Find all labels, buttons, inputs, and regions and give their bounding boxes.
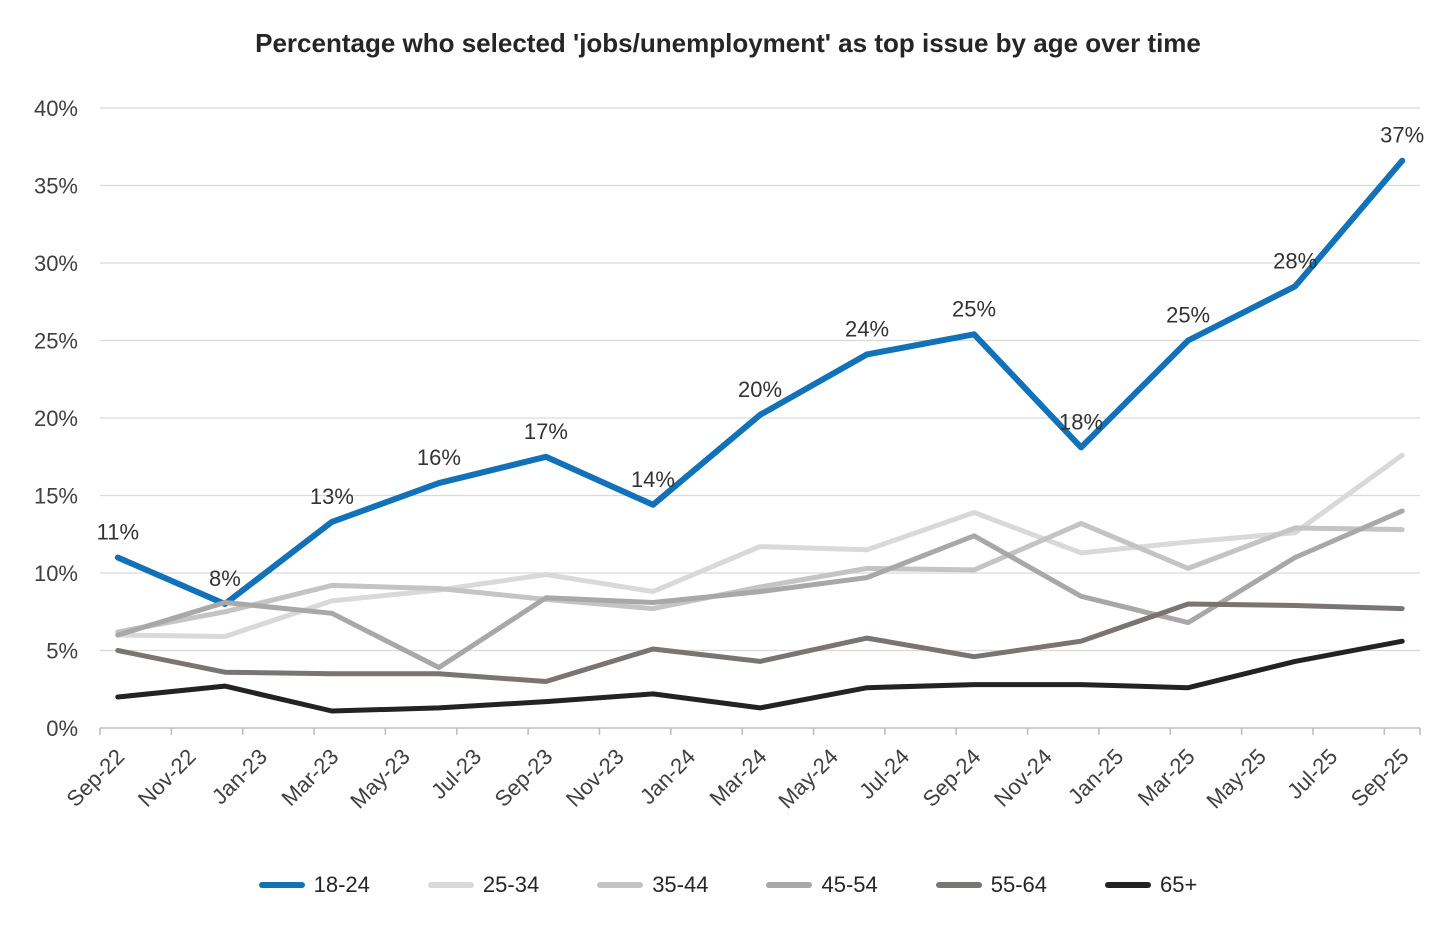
x-axis-tick-label: Nov-22 bbox=[133, 744, 201, 812]
x-axis-tick-label: May-23 bbox=[345, 744, 415, 814]
legend-item-18-24: 18-24 bbox=[258, 872, 370, 898]
data-label: 11% bbox=[97, 520, 139, 545]
legend-swatch-18-24 bbox=[258, 882, 305, 888]
x-axis-tick-label: Mar-23 bbox=[276, 744, 343, 811]
x-axis bbox=[99, 727, 1421, 735]
x-axis-tick-label: Sep-24 bbox=[918, 744, 986, 812]
legend-swatch-55-64 bbox=[935, 882, 982, 888]
x-axis-tick-label: May-24 bbox=[773, 744, 843, 814]
chart-legend: 18-24 25-34 35-44 45-54 55-64 65+ bbox=[0, 872, 1456, 898]
legend-item-45-54: 45-54 bbox=[766, 872, 878, 898]
x-axis-tick-label: May-25 bbox=[1201, 744, 1271, 814]
x-axis-tick-label: Nov-24 bbox=[989, 744, 1057, 812]
legend-label: 45-54 bbox=[821, 872, 878, 897]
data-label: 20% bbox=[738, 377, 782, 402]
y-axis-tick-label: 0% bbox=[46, 716, 78, 741]
data-label: 24% bbox=[845, 316, 889, 341]
series-line-35-44 bbox=[115, 520, 1405, 635]
data-label: 16% bbox=[417, 445, 461, 470]
legend-swatch-35-44 bbox=[597, 882, 644, 888]
y-axis-tick-label: 25% bbox=[34, 329, 78, 354]
x-axis-tick-label: Sep-25 bbox=[1346, 744, 1414, 812]
legend-item-25-34: 25-34 bbox=[427, 872, 540, 898]
y-axis-tick-label: 40% bbox=[34, 96, 78, 121]
legend-label: 18-24 bbox=[313, 872, 370, 897]
y-axis-tick-label: 5% bbox=[46, 639, 78, 664]
y-axis-tick-label: 15% bbox=[34, 484, 78, 509]
x-axis-tick-label: Mar-25 bbox=[1133, 744, 1200, 811]
y-axis-labels: 0% 5% 10% 15% 20% 25% 30% 35% 40% bbox=[34, 96, 78, 741]
series-line-18-24 bbox=[114, 157, 1406, 607]
data-label: 25% bbox=[952, 296, 996, 321]
data-label: 8% bbox=[209, 566, 241, 591]
series-line-45-54 bbox=[115, 508, 1405, 670]
x-axis-labels: Sep-22 Nov-22 Jan-23 Mar-23 May-23 Jul-23 Sep-… bbox=[62, 744, 1414, 814]
x-axis-tick-label: Jul-25 bbox=[1282, 744, 1342, 804]
y-axis-tick-label: 20% bbox=[34, 406, 78, 431]
legend-item-35-44: 35-44 bbox=[597, 872, 708, 898]
legend-swatch-45-54 bbox=[766, 882, 813, 888]
legend-label: 25-34 bbox=[482, 872, 540, 897]
legend-label: 55-64 bbox=[990, 872, 1048, 897]
x-axis-tick-label: Jul-24 bbox=[854, 744, 914, 804]
series-line-55-64 bbox=[115, 601, 1405, 684]
x-axis-tick-label: Jul-23 bbox=[426, 744, 486, 804]
x-axis-tick-label: Sep-22 bbox=[62, 744, 130, 812]
legend-swatch-25-34 bbox=[427, 882, 474, 888]
legend-swatch-65+ bbox=[1105, 882, 1152, 888]
data-label: 18% bbox=[1059, 409, 1103, 434]
gridlines bbox=[100, 107, 1420, 652]
data-label: 37% bbox=[1380, 123, 1424, 148]
legend-label: 35-44 bbox=[652, 872, 709, 897]
series-line-65+ bbox=[115, 638, 1405, 714]
data-label: 17% bbox=[524, 419, 568, 444]
series-lines bbox=[114, 157, 1406, 714]
chart-title: Percentage who selected 'jobs/unemployme… bbox=[255, 28, 1201, 58]
x-axis-tick-label: Jan-25 bbox=[1063, 744, 1128, 809]
data-label: 28% bbox=[1273, 248, 1317, 273]
y-axis-tick-label: 30% bbox=[34, 251, 78, 276]
data-label: 25% bbox=[1166, 303, 1210, 328]
y-axis-tick-label: 10% bbox=[34, 561, 78, 586]
legend-item-65+: 65+ bbox=[1105, 872, 1197, 898]
data-labels: 11% 8% 13% 16% 17% 14% 20% 24% 25% 18% 25% 28% 37% bbox=[97, 123, 1425, 591]
legend-label: 65+ bbox=[1160, 872, 1198, 897]
data-label: 14% bbox=[631, 467, 675, 492]
data-label: 13% bbox=[310, 484, 354, 509]
x-axis-tick-label: Jan-23 bbox=[207, 744, 272, 809]
x-axis-tick-label: Sep-23 bbox=[490, 744, 558, 812]
y-axis-tick-label: 35% bbox=[34, 174, 78, 199]
series-line-25-34 bbox=[115, 452, 1405, 639]
x-axis-tick-label: Mar-24 bbox=[705, 744, 772, 811]
x-axis-tick-label: Nov-23 bbox=[561, 744, 629, 812]
legend-item-55-64: 55-64 bbox=[935, 872, 1048, 898]
x-axis-tick-label: Jan-24 bbox=[635, 744, 700, 809]
